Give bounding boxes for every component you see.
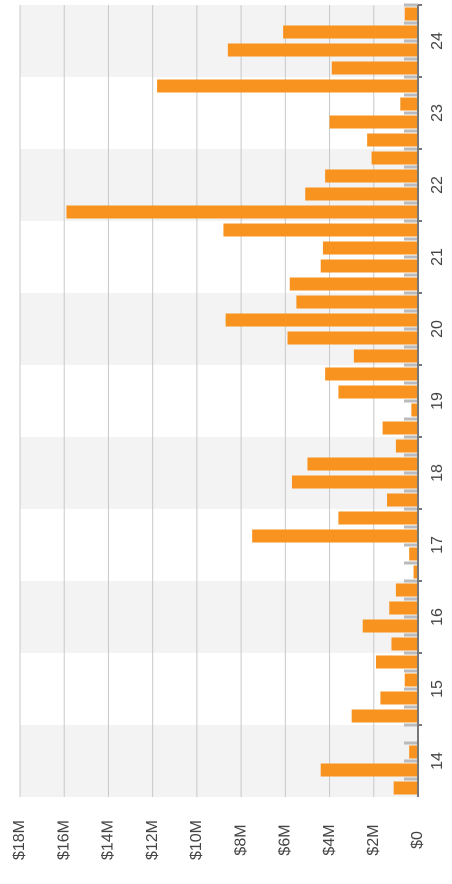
bar bbox=[382, 421, 418, 435]
category-label: 24 bbox=[429, 32, 446, 50]
bar bbox=[409, 745, 418, 759]
value-tick-label: $12M bbox=[144, 820, 161, 860]
bar bbox=[289, 277, 418, 291]
value-tick-label: $6M bbox=[277, 824, 294, 855]
bar bbox=[375, 655, 418, 669]
bar bbox=[404, 7, 418, 21]
category-label: 14 bbox=[429, 752, 446, 770]
bar bbox=[307, 457, 418, 471]
bar bbox=[225, 313, 418, 327]
bar bbox=[338, 385, 418, 399]
bar bbox=[353, 349, 418, 363]
bar bbox=[387, 493, 418, 507]
bar bbox=[389, 601, 418, 615]
bar bbox=[252, 529, 418, 543]
bar bbox=[287, 331, 418, 345]
value-tick-label: $2M bbox=[365, 824, 382, 855]
bar bbox=[325, 169, 418, 183]
category-label: 20 bbox=[429, 320, 446, 338]
band bbox=[20, 437, 418, 509]
bar bbox=[404, 673, 418, 687]
bar bbox=[283, 25, 418, 39]
category-label: 18 bbox=[429, 464, 446, 482]
bar bbox=[395, 439, 418, 453]
bar bbox=[393, 781, 418, 795]
category-label: 23 bbox=[429, 104, 446, 122]
bar bbox=[157, 79, 419, 93]
bar bbox=[380, 691, 418, 705]
bar bbox=[305, 187, 418, 201]
bar bbox=[322, 241, 418, 255]
value-tick-label: $4M bbox=[321, 824, 338, 855]
value-tick-label: $10M bbox=[188, 820, 205, 860]
bar bbox=[400, 97, 418, 111]
value-tick-label: $8M bbox=[232, 824, 249, 855]
bar bbox=[367, 133, 418, 147]
bar bbox=[338, 511, 418, 525]
category-label: 21 bbox=[429, 248, 446, 266]
category-label: 17 bbox=[429, 536, 446, 554]
bar bbox=[291, 475, 418, 489]
band bbox=[20, 725, 418, 797]
value-tick-label: $16M bbox=[55, 820, 72, 860]
category-label: 19 bbox=[429, 392, 446, 410]
bar bbox=[413, 565, 418, 579]
bar bbox=[223, 223, 418, 237]
bar bbox=[409, 547, 418, 561]
category-label: 22 bbox=[429, 176, 446, 194]
bar bbox=[325, 367, 418, 381]
bar bbox=[391, 637, 418, 651]
bar bbox=[395, 583, 418, 597]
bar bbox=[227, 43, 418, 57]
category-label: 16 bbox=[429, 608, 446, 626]
value-tick-label: $18M bbox=[11, 820, 28, 860]
bar bbox=[411, 403, 418, 417]
bar bbox=[329, 115, 418, 129]
bar bbox=[296, 295, 418, 309]
bar bbox=[320, 763, 418, 777]
bar bbox=[66, 205, 418, 219]
value-tick-label: $0 bbox=[409, 831, 426, 849]
value-tick-label: $14M bbox=[100, 820, 117, 860]
bar bbox=[320, 259, 418, 273]
bar bbox=[331, 61, 418, 75]
bar bbox=[371, 151, 418, 165]
band bbox=[20, 581, 418, 653]
category-label: 15 bbox=[429, 680, 446, 698]
bar bbox=[362, 619, 418, 633]
bar bbox=[351, 709, 418, 723]
